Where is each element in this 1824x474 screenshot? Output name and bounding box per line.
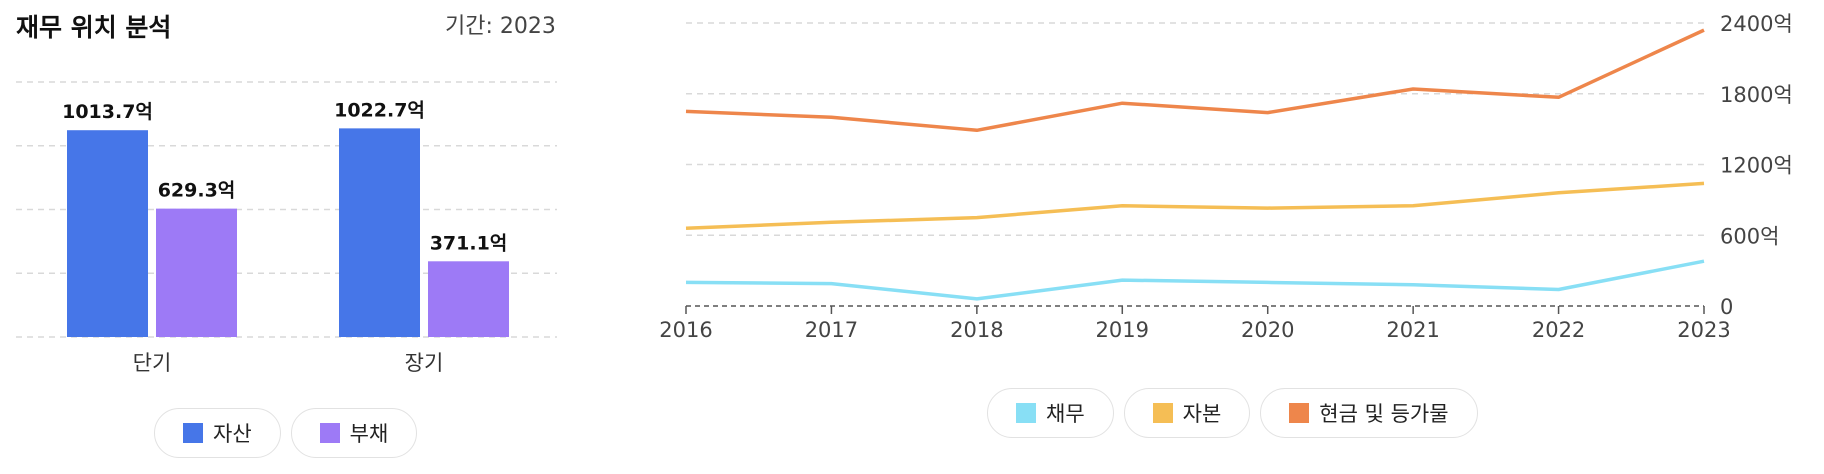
- period-label: 기간: 2023: [445, 14, 556, 39]
- bar: [339, 128, 420, 337]
- x-tick-label: 2021: [1386, 318, 1439, 342]
- y-tick-label: 1800억: [1720, 83, 1793, 107]
- y-tick-label: 600억: [1720, 224, 1779, 248]
- x-tick-label: 2023: [1677, 318, 1730, 342]
- legend-swatch-equity: [1152, 403, 1173, 423]
- x-tick-label: 2019: [1096, 318, 1149, 342]
- x-tick-label: 2020: [1241, 318, 1294, 342]
- x-tick-label: 2017: [805, 318, 858, 342]
- y-tick-label: 0: [1720, 295, 1733, 319]
- legend-swatch-cash: [1289, 403, 1310, 423]
- x-tick-label: 2018: [950, 318, 1003, 342]
- legend-label-debt: 채무: [1046, 402, 1085, 426]
- bar-data-label: 1013.7억: [62, 101, 153, 123]
- bar: [428, 261, 509, 337]
- bar: [67, 130, 148, 337]
- bar: [156, 208, 237, 337]
- legend-swatch-asset: [183, 423, 203, 443]
- series-line-equity: [685, 181, 1705, 230]
- legend-item-debt[interactable]: 채무: [987, 388, 1114, 438]
- legend-item-equity[interactable]: 자본: [1123, 388, 1251, 438]
- bar-legend: 자산 부채: [154, 408, 418, 458]
- bar-data-label: 371.1억: [430, 232, 508, 254]
- bar-data-label: 629.3억: [158, 180, 236, 202]
- x-tick-label: 2016: [659, 318, 712, 342]
- legend-label-liability: 부채: [349, 422, 389, 446]
- legend-item-liability[interactable]: 부채: [290, 408, 418, 458]
- line-legend: 채무 자본 현금 및 등가물: [987, 388, 1478, 438]
- legend-label-equity: 자본: [1182, 402, 1222, 426]
- bar-data-label: 1022.7억: [334, 99, 425, 121]
- line-chart: 0 600억 1200억 1800억 2400억 2016 2017 2018 2019 2020…: [659, 12, 1793, 342]
- legend-item-cash[interactable]: 현금 및 등가물: [1260, 388, 1478, 438]
- x-tick-label: 단기: [133, 351, 172, 375]
- y-tick-label: 2400억: [1720, 12, 1793, 36]
- x-tick-label: 2022: [1532, 318, 1585, 342]
- page-title: 재무 위치 분석: [16, 13, 172, 42]
- series-line-cash: [685, 28, 1705, 133]
- y-tick-label: 1200억: [1720, 154, 1793, 178]
- legend-label-cash: 현금 및 등가물: [1319, 402, 1449, 426]
- legend-item-asset[interactable]: 자산: [154, 408, 281, 458]
- legend-swatch-liability: [319, 423, 340, 443]
- x-tick-label: 장기: [405, 351, 444, 375]
- legend-label-asset: 자산: [213, 422, 252, 446]
- series-line-debt: [685, 259, 1705, 301]
- legend-swatch-debt: [1016, 403, 1036, 423]
